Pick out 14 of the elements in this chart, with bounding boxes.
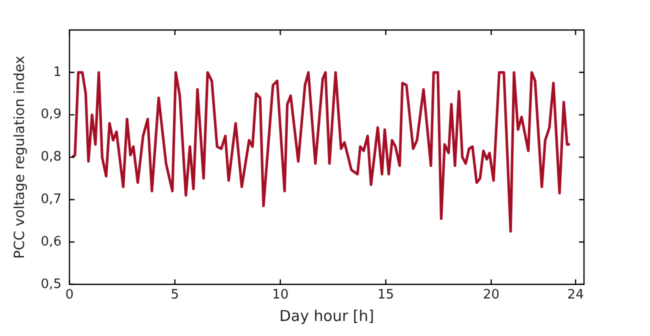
x-tick-label: 5: [170, 288, 180, 303]
x-tick-label: 20: [482, 288, 500, 303]
y-tick-label: 0,9: [40, 107, 62, 122]
x-tick-label: 24: [567, 288, 584, 303]
x-axis-title: Day hour [h]: [279, 306, 374, 325]
y-axis-title: PCC voltage regulation index: [12, 56, 28, 259]
y-tick-label: 1: [53, 64, 62, 80]
x-tick-label: 0: [65, 288, 74, 303]
y-tick-label: 0,5: [40, 276, 62, 292]
x-tick-label: 15: [378, 288, 394, 303]
y-tick-label: 0,8: [40, 150, 62, 165]
y-tick-label: 0,7: [40, 192, 62, 207]
y-tick-label: 0,6: [40, 234, 62, 250]
x-tick-label: 10: [272, 288, 289, 303]
